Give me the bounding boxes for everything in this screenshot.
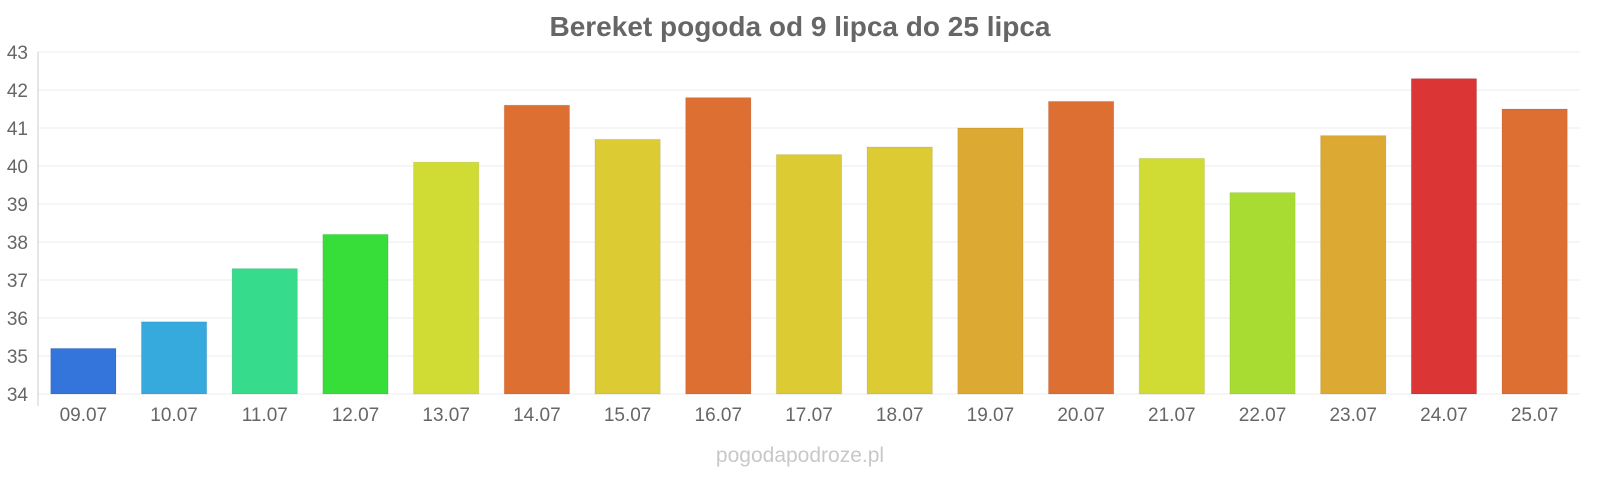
bar-14.07 <box>503 104 571 395</box>
bar-20.07 <box>1047 100 1115 395</box>
y-tick-label: 43 <box>7 43 28 64</box>
x-tick-label: 10.07 <box>150 405 198 426</box>
bar-25.07 <box>1501 108 1568 395</box>
bar-23.07 <box>1320 135 1387 395</box>
bar-11.07 <box>231 268 298 395</box>
x-tick-label: 09.07 <box>60 405 108 426</box>
y-tick-label: 35 <box>7 347 28 368</box>
bar-13.07 <box>413 161 480 395</box>
x-tick-label: 22.07 <box>1239 405 1287 426</box>
x-tick-label: 25.07 <box>1511 405 1559 426</box>
y-tick-label: 34 <box>7 385 29 406</box>
watermark: pogodapodroze.pl <box>716 444 884 467</box>
bar-21.07 <box>1138 157 1205 395</box>
y-tick-label: 40 <box>7 157 28 178</box>
bar-12.07 <box>322 233 389 395</box>
x-tick-label: 14.07 <box>513 405 561 426</box>
bar-16.07 <box>685 97 752 395</box>
x-tick-label: 11.07 <box>242 405 288 426</box>
x-tick-label: 15.07 <box>604 405 652 426</box>
x-tick-label: 19.07 <box>967 405 1015 426</box>
bar-22.07 <box>1229 192 1296 395</box>
bar-10.07 <box>140 321 208 395</box>
x-axis-ticks: 09.07 10.07 11.07 12.07 13.07 14.07 15.07 16.07… <box>60 405 1559 426</box>
y-axis-ticks: 34 35 36 37 38 39 40 41 42 43 <box>7 43 29 406</box>
y-tick-label: 38 <box>7 233 28 254</box>
y-tick-label: 37 <box>7 271 28 292</box>
bar-09.07 <box>50 347 117 395</box>
x-tick-label: 24.07 <box>1420 405 1468 426</box>
x-tick-label: 16.07 <box>695 405 743 426</box>
x-tick-label: 21.07 <box>1148 405 1196 426</box>
y-tick-label: 42 <box>7 81 28 102</box>
y-tick-label: 39 <box>7 195 28 216</box>
y-tick-label: 36 <box>7 309 28 330</box>
bars <box>50 78 1568 395</box>
x-tick-label: 20.07 <box>1057 405 1105 426</box>
x-tick-label: 13.07 <box>422 405 470 426</box>
bar-15.07 <box>594 138 661 395</box>
bar-24.07 <box>1410 78 1478 395</box>
bar-17.07 <box>775 154 843 395</box>
x-tick-label: 12.07 <box>332 405 380 426</box>
x-tick-label: 18.07 <box>876 405 924 426</box>
chart-title: Bereket pogoda od 9 lipca do 25 lipca <box>549 11 1050 42</box>
x-tick-label: 23.07 <box>1329 405 1377 426</box>
x-tick-label: 17.07 <box>785 405 833 426</box>
bar-19.07 <box>957 127 1024 395</box>
y-tick-label: 41 <box>7 119 28 140</box>
bar-18.07 <box>866 146 933 395</box>
